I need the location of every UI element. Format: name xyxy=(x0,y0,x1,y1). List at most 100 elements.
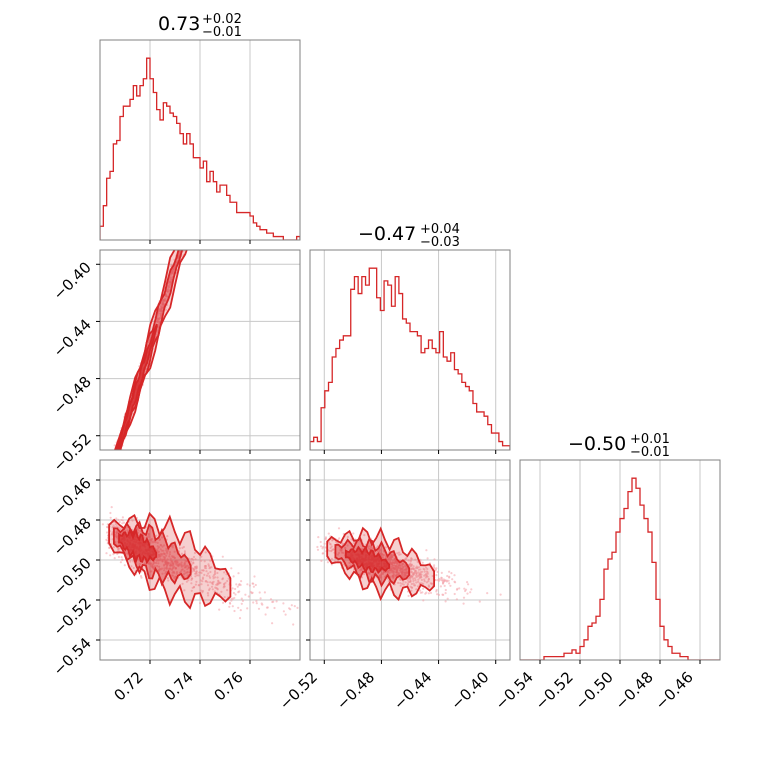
scatter-point xyxy=(157,558,160,562)
title-minus-2: −0.01 xyxy=(630,445,670,460)
scatter-point xyxy=(109,475,111,477)
scatter-point xyxy=(202,173,204,175)
scatter-point xyxy=(200,589,203,592)
scatter-point xyxy=(166,535,169,538)
scatter-point xyxy=(438,577,441,581)
scatter-point xyxy=(195,580,198,583)
scatter-point xyxy=(223,582,226,586)
scatter-point xyxy=(114,461,116,463)
scatter-point xyxy=(499,593,502,596)
scatter-point xyxy=(115,455,117,457)
scatter-point xyxy=(200,559,203,562)
scatter-point xyxy=(230,89,232,91)
scatter-point xyxy=(410,582,413,586)
scatter-point xyxy=(192,205,194,207)
scatter-point xyxy=(409,585,412,588)
scatter-point xyxy=(252,582,255,585)
scatter-point xyxy=(239,609,242,612)
y-tick-label-1-2: −0.44 xyxy=(50,316,95,361)
scatter-point xyxy=(447,579,450,582)
scatter-point xyxy=(324,538,327,541)
scatter-point xyxy=(221,577,225,580)
scatter-point xyxy=(392,575,395,578)
scatter-point xyxy=(147,533,150,536)
scatter-point xyxy=(110,489,112,491)
scatter-point xyxy=(190,578,193,582)
x-tick-label-1-1: −0.48 xyxy=(333,668,378,713)
scatter-point xyxy=(391,565,394,568)
scatter-point xyxy=(389,555,392,558)
scatter-point xyxy=(177,564,180,568)
scatter-point xyxy=(409,579,412,582)
scatter-point xyxy=(195,205,197,207)
scatter-point xyxy=(416,585,420,588)
scatter-point xyxy=(316,545,319,549)
scatter-point xyxy=(250,25,252,27)
scatter-point xyxy=(252,16,254,18)
scatter-point xyxy=(223,99,225,101)
scatter-point xyxy=(426,557,429,560)
scatter-point xyxy=(166,558,169,561)
scatter-point xyxy=(241,58,243,60)
scatter-point xyxy=(111,469,113,471)
scatter-point xyxy=(206,584,210,587)
scatter-point xyxy=(478,600,481,603)
scatter-point xyxy=(107,490,109,492)
scatter-point xyxy=(212,139,214,141)
scatter-point xyxy=(379,574,382,577)
scatter-point xyxy=(227,97,229,99)
scatter-point xyxy=(235,71,237,73)
scatter-point xyxy=(246,49,248,51)
scatter-point xyxy=(113,557,116,560)
scatter-point xyxy=(191,217,193,219)
scatter-point xyxy=(420,582,423,585)
scatter-point xyxy=(235,583,238,586)
scatter-point xyxy=(168,285,171,288)
scatter-point xyxy=(415,588,418,591)
scatter-point xyxy=(161,572,164,575)
scatter-point xyxy=(231,88,233,90)
scatter-point xyxy=(108,480,110,482)
scatter-point xyxy=(192,562,195,565)
scatter-point xyxy=(455,588,459,591)
scatter-point xyxy=(244,593,247,596)
scatter-point xyxy=(426,571,429,574)
scatter-point xyxy=(242,49,244,51)
scatter-point xyxy=(112,470,114,472)
scatter-point xyxy=(235,58,237,60)
scatter-point xyxy=(240,597,243,600)
scatter-point xyxy=(413,569,417,573)
scatter-point xyxy=(189,228,191,230)
scatter-point xyxy=(168,553,171,556)
scatter-point xyxy=(182,564,185,567)
scatter-point xyxy=(417,578,420,581)
scatter-point xyxy=(423,580,426,583)
scatter-point xyxy=(248,31,250,33)
scatter-point xyxy=(117,452,119,454)
scatter-point xyxy=(216,139,218,141)
scatter-point xyxy=(324,536,327,539)
scatter-point xyxy=(403,574,406,578)
scatter-point xyxy=(185,224,187,226)
scatter-point xyxy=(113,525,116,529)
scatter-point xyxy=(336,553,340,556)
scatter-point xyxy=(163,569,166,572)
scatter-point xyxy=(223,585,226,588)
scatter-point xyxy=(449,584,452,587)
scatter-point xyxy=(423,578,426,581)
scatter-point xyxy=(216,582,219,585)
scatter-point xyxy=(160,309,163,312)
scatter-point xyxy=(168,555,171,558)
scatter-point xyxy=(109,511,112,515)
scatter-point xyxy=(118,450,120,452)
scatter-point xyxy=(422,587,425,590)
contour-fill-2-2 xyxy=(345,547,390,573)
scatter-point xyxy=(239,57,241,59)
scatter-point xyxy=(216,136,218,138)
scatter-point xyxy=(156,564,159,568)
scatter-point xyxy=(453,574,456,577)
scatter-point xyxy=(466,592,469,595)
scatter-point xyxy=(235,73,237,75)
x-tick-label-0-0: 0.72 xyxy=(110,668,146,704)
